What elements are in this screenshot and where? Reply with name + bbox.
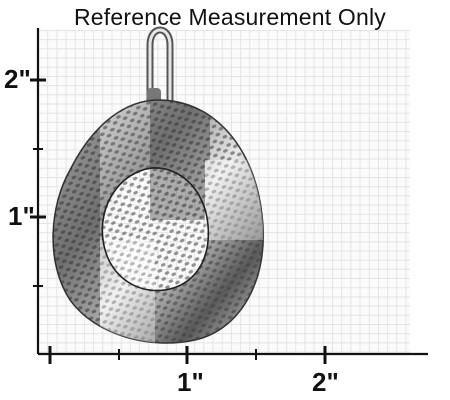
x-label-1-inch: 1" (177, 367, 204, 397)
x-axis-ticks (48, 346, 327, 364)
page-title: Reference Measurement Only (73, 4, 386, 30)
x-label-2-inch: 2" (312, 367, 339, 397)
ruler-axes (36, 28, 428, 356)
pendant-image (52, 99, 264, 344)
y-axis-ticks (30, 78, 46, 287)
y-label-1-inch: 1" (8, 201, 35, 231)
pendant-bail (146, 26, 174, 109)
y-label-2-inch: 2" (4, 64, 31, 94)
